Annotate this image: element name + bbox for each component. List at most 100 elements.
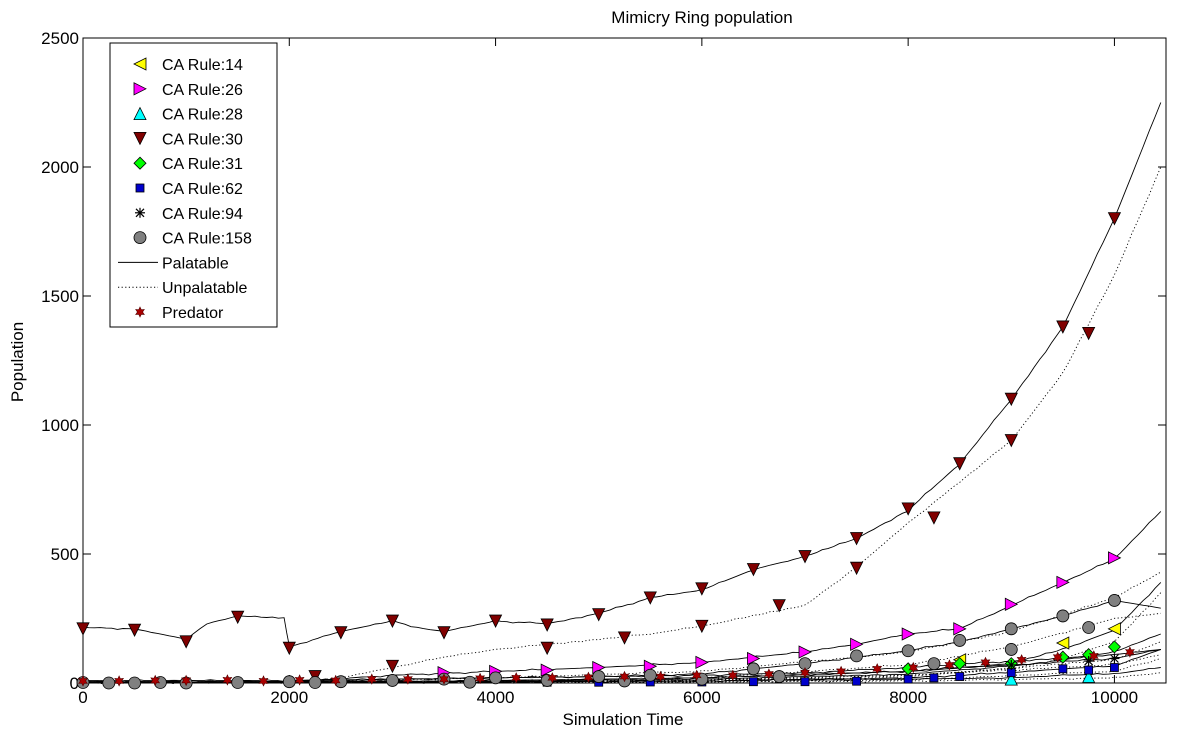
predator-point xyxy=(872,663,883,675)
ca-rule-94-point xyxy=(1109,653,1120,664)
predator-point xyxy=(366,673,377,685)
predator-point xyxy=(511,672,522,684)
ca-rule-30-point xyxy=(179,635,193,649)
predator-point xyxy=(439,673,449,685)
y-tick-label: 1500 xyxy=(41,287,79,306)
ca-rule-94-point xyxy=(1006,659,1017,670)
ca-rule-26-point xyxy=(953,622,967,636)
ca-rule-26-point xyxy=(695,655,709,670)
legend-label-unpalatable: Unpalatable xyxy=(162,280,248,297)
legend-label-ca-rule-31: CA Rule:31 xyxy=(162,156,243,173)
predator-point xyxy=(944,659,955,671)
legend-label-ca-rule-14: CA Rule:14 xyxy=(162,57,243,74)
ca-rule-30-point xyxy=(488,614,503,628)
predator-point xyxy=(181,674,192,687)
ca-rule-30-point xyxy=(953,457,967,471)
legend-swatch-ca-rule-28 xyxy=(133,106,147,120)
legend-label-ca-rule-28: CA Rule:28 xyxy=(162,107,243,124)
ca-rule-28-point xyxy=(1004,672,1018,686)
predator-point xyxy=(1088,650,1099,662)
predator-point xyxy=(222,674,233,686)
x-tick-label: 6000 xyxy=(683,688,721,707)
predator-point xyxy=(475,672,486,685)
ca-rule-62-point xyxy=(929,673,939,683)
ca-rule-158-point xyxy=(282,675,296,689)
ca-rule-158-point xyxy=(850,649,863,663)
ca-rule-30-point xyxy=(1004,434,1018,448)
x-axis-label: Simulation Time xyxy=(563,710,684,729)
ca-rule-158-point xyxy=(231,676,245,689)
ca-rule-158-palatable-line xyxy=(82,600,1161,684)
ca-rule-14-point xyxy=(1107,622,1121,636)
y-tick-label: 2000 xyxy=(41,158,79,177)
predator-point xyxy=(727,669,738,682)
legend-label-ca-rule-26: CA Rule:26 xyxy=(162,82,243,99)
ca-rule-30-point xyxy=(76,622,90,636)
ca-rule-158-point xyxy=(1004,622,1018,636)
ca-rule-30-palatable-line xyxy=(82,102,1162,647)
ca-rule-158-point xyxy=(128,676,141,690)
legend-swatch-ca-rule-30 xyxy=(133,131,147,146)
ca-rule-30-point xyxy=(617,631,632,645)
ca-rule-26-point xyxy=(1004,597,1019,611)
predator-point xyxy=(547,672,558,684)
ca-rule-14-point xyxy=(1055,636,1070,650)
ca-rule-158-point xyxy=(927,657,941,671)
legend-swatch-predator xyxy=(135,306,145,318)
predator-point xyxy=(691,669,702,682)
ca-rule-30-point xyxy=(127,623,142,638)
ca-rule-158-point xyxy=(901,644,915,658)
predator-point xyxy=(78,675,88,687)
y-tick-label: 1000 xyxy=(41,416,79,435)
ca-rule-30-point xyxy=(334,626,348,640)
ca-rule-30-point xyxy=(385,659,400,674)
ca-rule-158-point xyxy=(747,662,760,676)
legend-label-palatable: Palatable xyxy=(162,255,229,272)
x-tick-label: 4000 xyxy=(477,688,515,707)
legend-swatch-ca-rule-31 xyxy=(133,156,147,170)
ca-rule-26-point xyxy=(798,645,812,659)
legend-label-ca-rule-94: CA Rule:94 xyxy=(162,206,243,223)
ca-rule-30-point xyxy=(592,608,606,622)
chart-title: Mimicry Ring population xyxy=(611,8,792,27)
ca-rule-26-point xyxy=(747,651,761,666)
predator-point xyxy=(1016,654,1027,666)
predator-point xyxy=(800,667,810,679)
ca-rule-62-point xyxy=(749,677,758,687)
legend-swatch-ca-rule-26 xyxy=(133,82,147,96)
axes: 0 2000 4000 6000 8000 10000 0 500 1000 1500 2000 25… xyxy=(41,29,1167,707)
ca-rule-30-point xyxy=(1107,212,1122,226)
ca-rule-158-point xyxy=(1082,621,1096,634)
ca-rule-158-point xyxy=(953,634,967,647)
x-tick-label: 2000 xyxy=(270,688,308,707)
predator-point xyxy=(114,675,125,687)
predator-point xyxy=(655,670,666,683)
ca-rule-30-point xyxy=(746,563,761,577)
ca-rule-158-point xyxy=(489,671,502,685)
ca-rule-26-point xyxy=(1056,575,1070,590)
legend-label-ca-rule-158: CA Rule:158 xyxy=(162,231,252,248)
legend-swatch-ca-rule-62 xyxy=(135,183,145,193)
x-tick-label: 0 xyxy=(78,688,87,707)
ca-rule-30-point xyxy=(231,610,245,625)
ca-rule-158-point xyxy=(102,676,116,690)
ca-rule-31-point xyxy=(1107,640,1121,654)
legend-label-ca-rule-30: CA Rule:30 xyxy=(162,131,243,148)
ca-rule-26-point xyxy=(850,637,864,651)
series-markers xyxy=(76,212,1135,690)
ca-rule-62-point xyxy=(1058,664,1068,674)
predator-point xyxy=(402,673,413,685)
legend-swatch-ca-rule-158 xyxy=(133,231,147,245)
ca-rule-158-point xyxy=(463,675,477,689)
predator-point xyxy=(619,670,630,683)
ca-rule-26-unpalatable-line xyxy=(82,571,1162,684)
x-tick-label: 8000 xyxy=(889,688,927,707)
ca-rule-28-point xyxy=(1081,669,1096,683)
predator-point xyxy=(258,675,269,687)
ca-rule-62-point xyxy=(955,672,965,681)
legend-swatch-ca-rule-14 xyxy=(133,57,147,71)
predator-point xyxy=(836,665,847,678)
ca-rule-30-point xyxy=(695,619,709,634)
ca-rule-30-point xyxy=(282,641,296,656)
